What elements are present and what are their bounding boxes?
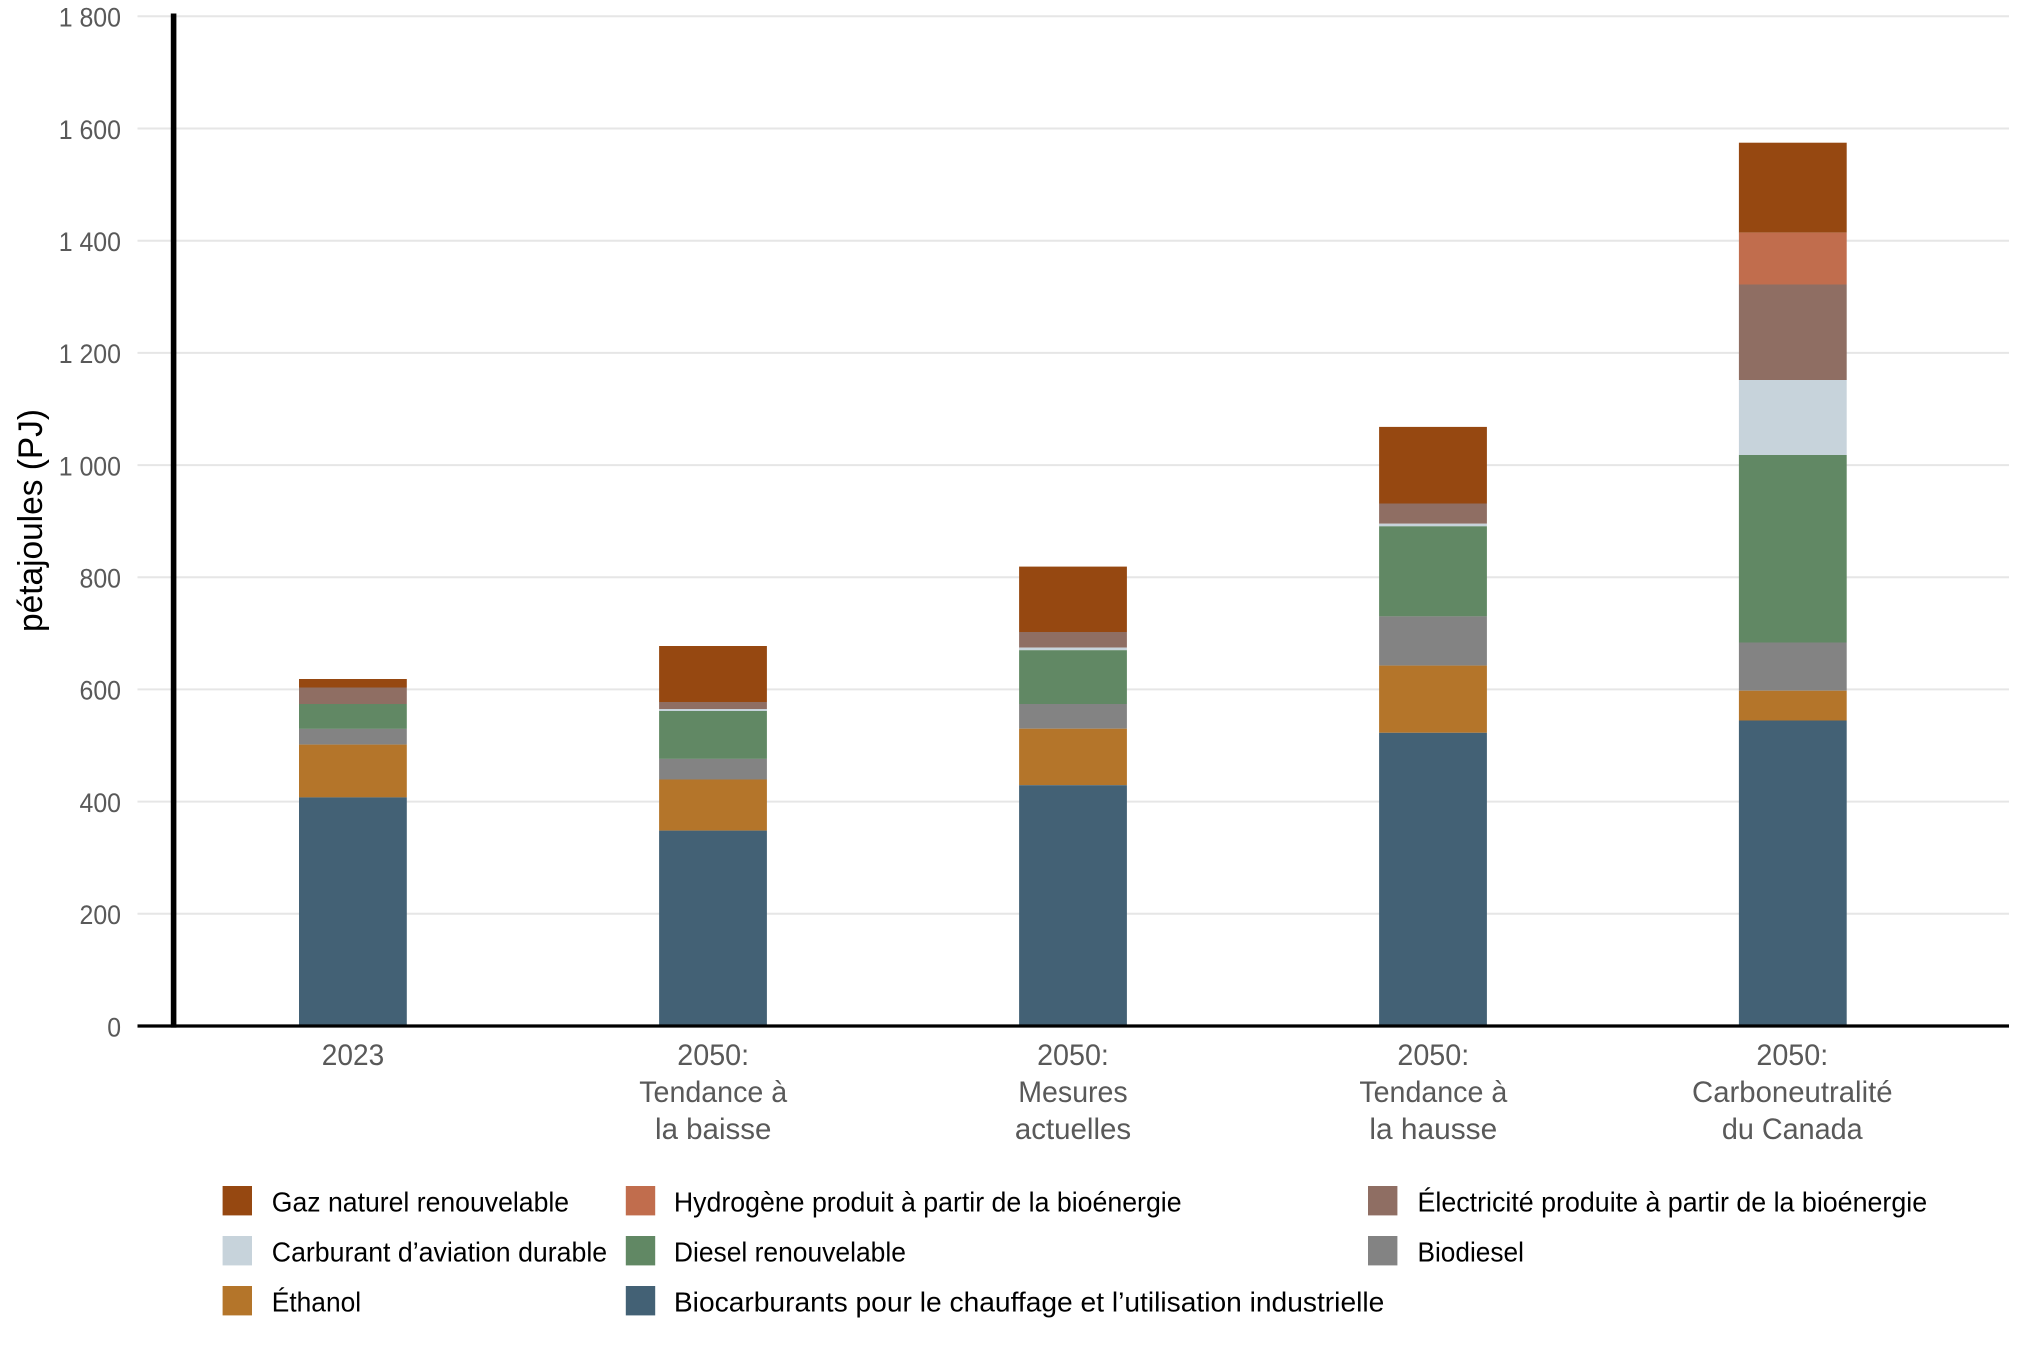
svg-text:Mesures: Mesures [1018, 1076, 1127, 1109]
svg-text:pétajoules (PJ): pétajoules (PJ) [12, 409, 50, 632]
svg-text:la hausse: la hausse [1369, 1113, 1497, 1146]
svg-text:1 400: 1 400 [59, 227, 121, 257]
svg-text:Carboneutralité: Carboneutralité [1692, 1076, 1893, 1109]
svg-text:actuelles: actuelles [1015, 1113, 1131, 1146]
svg-text:2023: 2023 [322, 1039, 384, 1072]
svg-text:du Canada: du Canada [1722, 1113, 1863, 1146]
svg-text:Tendance à: Tendance à [639, 1076, 787, 1109]
svg-text:Tendance à: Tendance à [1359, 1076, 1507, 1109]
svg-text:Gaz naturel renouvelable: Gaz naturel renouvelable [272, 1186, 569, 1217]
svg-text:la baisse: la baisse [655, 1113, 771, 1146]
svg-text:600: 600 [80, 676, 122, 706]
svg-text:200: 200 [80, 900, 122, 930]
svg-text:2050:: 2050: [1756, 1039, 1828, 1072]
svg-text:1 600: 1 600 [59, 115, 121, 145]
svg-text:2050:: 2050: [1037, 1039, 1109, 1072]
svg-text:400: 400 [80, 788, 122, 818]
svg-text:2050:: 2050: [677, 1039, 749, 1072]
svg-text:1 000: 1 000 [59, 451, 121, 481]
svg-text:1 800: 1 800 [59, 3, 121, 33]
svg-text:Biodiesel: Biodiesel [1418, 1236, 1524, 1267]
svg-text:2050:: 2050: [1397, 1039, 1469, 1072]
svg-text:Électricité produite à partir: Électricité produite à partir de la bioé… [1418, 1186, 1928, 1217]
svg-text:Diesel renouvelable: Diesel renouvelable [674, 1236, 906, 1267]
svg-text:1 200: 1 200 [59, 339, 121, 369]
svg-text:Carburant d’aviation durable: Carburant d’aviation durable [272, 1236, 607, 1267]
svg-text:Biocarburants pour le chauffag: Biocarburants pour le chauffage et l’uti… [674, 1286, 1384, 1317]
svg-text:800: 800 [80, 564, 122, 594]
svg-text:Éthanol: Éthanol [272, 1286, 361, 1317]
svg-text:Hydrogène produit à partir de: Hydrogène produit à partir de la bioéner… [674, 1186, 1182, 1217]
svg-text:0: 0 [107, 1012, 121, 1042]
